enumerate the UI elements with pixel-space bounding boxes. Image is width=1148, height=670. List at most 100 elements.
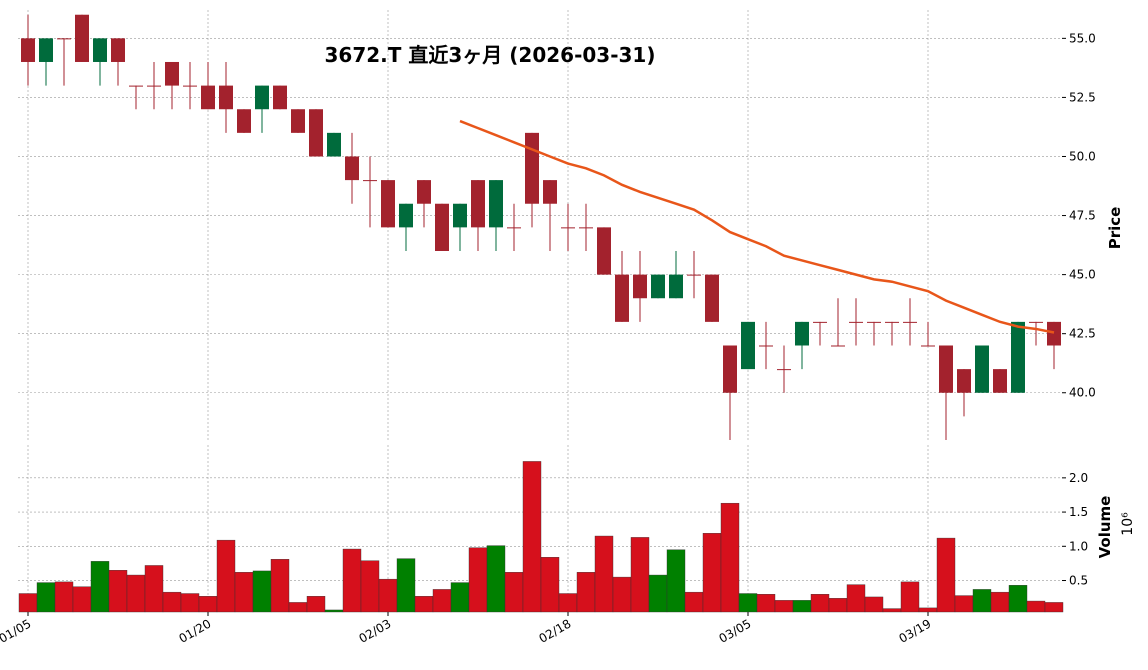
volume-bar <box>702 533 722 613</box>
candle-body <box>885 321 899 323</box>
candle-body <box>417 180 431 204</box>
volume-bar <box>1008 585 1028 613</box>
candle-body <box>399 203 413 228</box>
volume-bar <box>486 545 506 613</box>
volume-bar <box>612 576 632 613</box>
y-tick-label: 0.5 <box>1069 574 1088 588</box>
candle-body <box>363 180 377 182</box>
volume-bar <box>270 559 290 613</box>
volume-bar <box>180 593 200 613</box>
x-tick-label: 02/18 <box>537 616 574 645</box>
candle-body <box>237 109 251 133</box>
y-tick-label: 2.0 <box>1069 471 1088 485</box>
volume-bar <box>198 596 218 613</box>
candle-body <box>345 156 359 181</box>
y-tick-label: 52.5 <box>1069 90 1096 104</box>
candle-body <box>273 85 287 110</box>
y-tick-label: 45.0 <box>1069 268 1096 282</box>
candle-body <box>849 321 863 323</box>
price-axis-label: Price <box>1106 207 1124 250</box>
candle-body <box>903 321 917 323</box>
volume-bar <box>126 574 146 613</box>
volume-bar <box>864 596 884 613</box>
volume-offset-label: 10⁶ <box>1120 512 1136 536</box>
candle-body <box>867 321 881 323</box>
candle-body <box>39 38 53 62</box>
volume-bar <box>810 594 830 613</box>
volume-bar <box>18 593 38 613</box>
volume-bar <box>342 548 362 613</box>
candle-body <box>57 38 71 40</box>
y-tick-label: 50.0 <box>1069 149 1096 163</box>
candle-body <box>381 180 395 228</box>
volume-bar <box>540 557 560 613</box>
candle-body <box>111 38 125 62</box>
y-tick-label: 1.0 <box>1069 539 1088 553</box>
candle-body <box>147 85 161 87</box>
candle-body <box>453 203 467 228</box>
candle-body <box>255 85 269 110</box>
candle-body <box>651 274 665 299</box>
candle-body <box>579 227 593 229</box>
y-tick-label: 42.5 <box>1069 327 1096 341</box>
volume-bar <box>720 502 740 613</box>
candle-body <box>957 369 971 393</box>
volume-bar <box>216 539 236 613</box>
y-tick-label: 40.0 <box>1069 386 1096 400</box>
volume-bar <box>378 578 398 613</box>
volume-bar <box>144 565 164 613</box>
volume-bar <box>396 558 416 613</box>
volume-bar <box>90 561 110 613</box>
volume-bar <box>414 596 434 613</box>
candle-body <box>1047 321 1061 346</box>
y-tick-label: 1.5 <box>1069 505 1088 519</box>
volume-bar <box>882 608 902 613</box>
volume-axis-label: Volume <box>1096 496 1114 559</box>
volume-bar <box>324 609 344 613</box>
volume-bar <box>936 537 956 613</box>
candle-body <box>597 227 611 275</box>
candle-body <box>291 109 305 133</box>
x-tick-label: 03/19 <box>897 616 934 645</box>
volume-bar <box>792 600 812 613</box>
candle-body <box>183 85 197 87</box>
volume-bar <box>54 581 74 613</box>
candle-body <box>471 180 485 228</box>
x-tick-label: 02/03 <box>357 616 394 645</box>
candle-body <box>777 369 791 371</box>
volume-bar <box>288 602 308 613</box>
volume-bar <box>504 572 524 613</box>
volume-bar <box>666 549 686 613</box>
x-tick-label: 03/05 <box>717 616 754 645</box>
volume-bar <box>558 593 578 613</box>
volume-bar <box>306 596 326 613</box>
candle-body <box>1029 321 1043 323</box>
volume-bar <box>360 560 380 613</box>
candle-body <box>435 203 449 251</box>
candle-body <box>615 274 629 322</box>
candle-body <box>939 345 953 393</box>
candle-body <box>633 274 647 299</box>
volume-bar <box>576 572 596 613</box>
volume-bar <box>594 535 614 613</box>
volume-bar <box>684 591 704 613</box>
candle-body <box>1011 321 1025 393</box>
candle-body <box>705 274 719 322</box>
candle-body <box>309 109 323 157</box>
volume-bar <box>252 570 272 613</box>
volume-bar <box>774 600 794 613</box>
volume-bar <box>36 582 56 613</box>
volume-bar <box>234 572 254 613</box>
candle-body <box>975 345 989 393</box>
volume-bar <box>468 547 488 613</box>
y-tick-label: 55.0 <box>1069 31 1096 45</box>
volume-bar <box>738 593 758 613</box>
candle-body <box>165 61 179 86</box>
candle-body <box>507 227 521 229</box>
volume-bar <box>450 582 470 613</box>
candle-body <box>921 345 935 347</box>
x-tick-label: 01/05 <box>0 616 34 645</box>
volume-bar <box>432 589 452 613</box>
volume-bar <box>522 461 542 613</box>
candle-body <box>723 345 737 393</box>
